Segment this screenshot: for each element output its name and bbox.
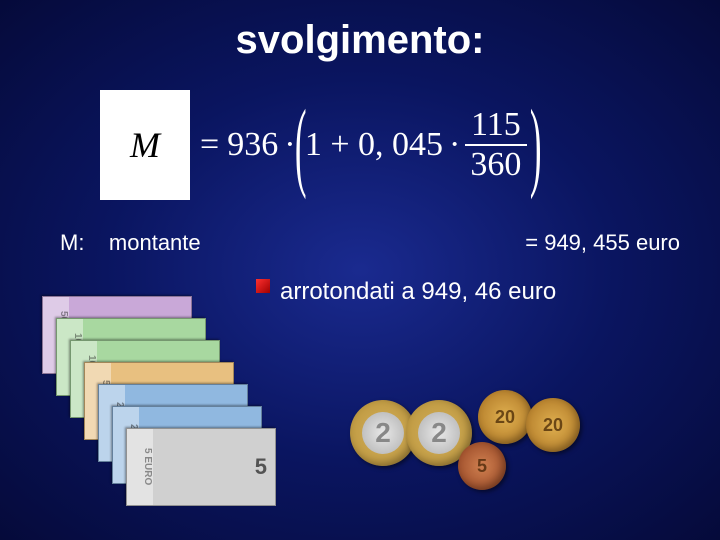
equals-sign: = xyxy=(200,126,219,164)
legend-result: = 949, 455 euro xyxy=(525,230,680,256)
legend-row: M: montante = 949, 455 euro xyxy=(60,230,680,256)
coin-20: 20 xyxy=(526,398,580,452)
right-paren: ) xyxy=(530,115,542,175)
left-paren: ( xyxy=(294,115,306,175)
variable-box: M xyxy=(100,90,190,200)
rounded-text: arrotondati a 949, 46 euro xyxy=(280,278,556,306)
dot-op-1: · xyxy=(284,126,295,164)
legend-desc: montante xyxy=(109,230,201,255)
legend-left: M: montante xyxy=(60,230,201,256)
banknotes-stack: 500 EURO500100 EURO100100 EURO10050 EURO… xyxy=(42,296,262,506)
slide-title: svolgimento: xyxy=(0,0,720,63)
formula: M = 936 · ( 1 + 0, 045 · 115 360 ) xyxy=(100,90,541,200)
banknote-5: 5 EURO5 xyxy=(126,428,276,506)
bullet-icon xyxy=(256,279,270,293)
coin-20: 20 xyxy=(478,390,532,444)
fraction-denominator: 360 xyxy=(464,146,527,184)
variable-m: M xyxy=(130,124,160,166)
one-plus-rate: 1 + 0, 045 xyxy=(305,126,443,164)
coin-5: 5 xyxy=(458,442,506,490)
principal-value: 936 xyxy=(227,126,278,164)
fraction-numerator: 115 xyxy=(465,106,527,146)
coins-group: 2220205 xyxy=(350,390,630,510)
legend-var: M: xyxy=(60,230,84,255)
dot-op-2: · xyxy=(449,126,460,164)
time-fraction: 115 360 xyxy=(464,106,527,184)
formula-expression: = 936 · ( 1 + 0, 045 · 115 360 ) xyxy=(200,106,541,184)
